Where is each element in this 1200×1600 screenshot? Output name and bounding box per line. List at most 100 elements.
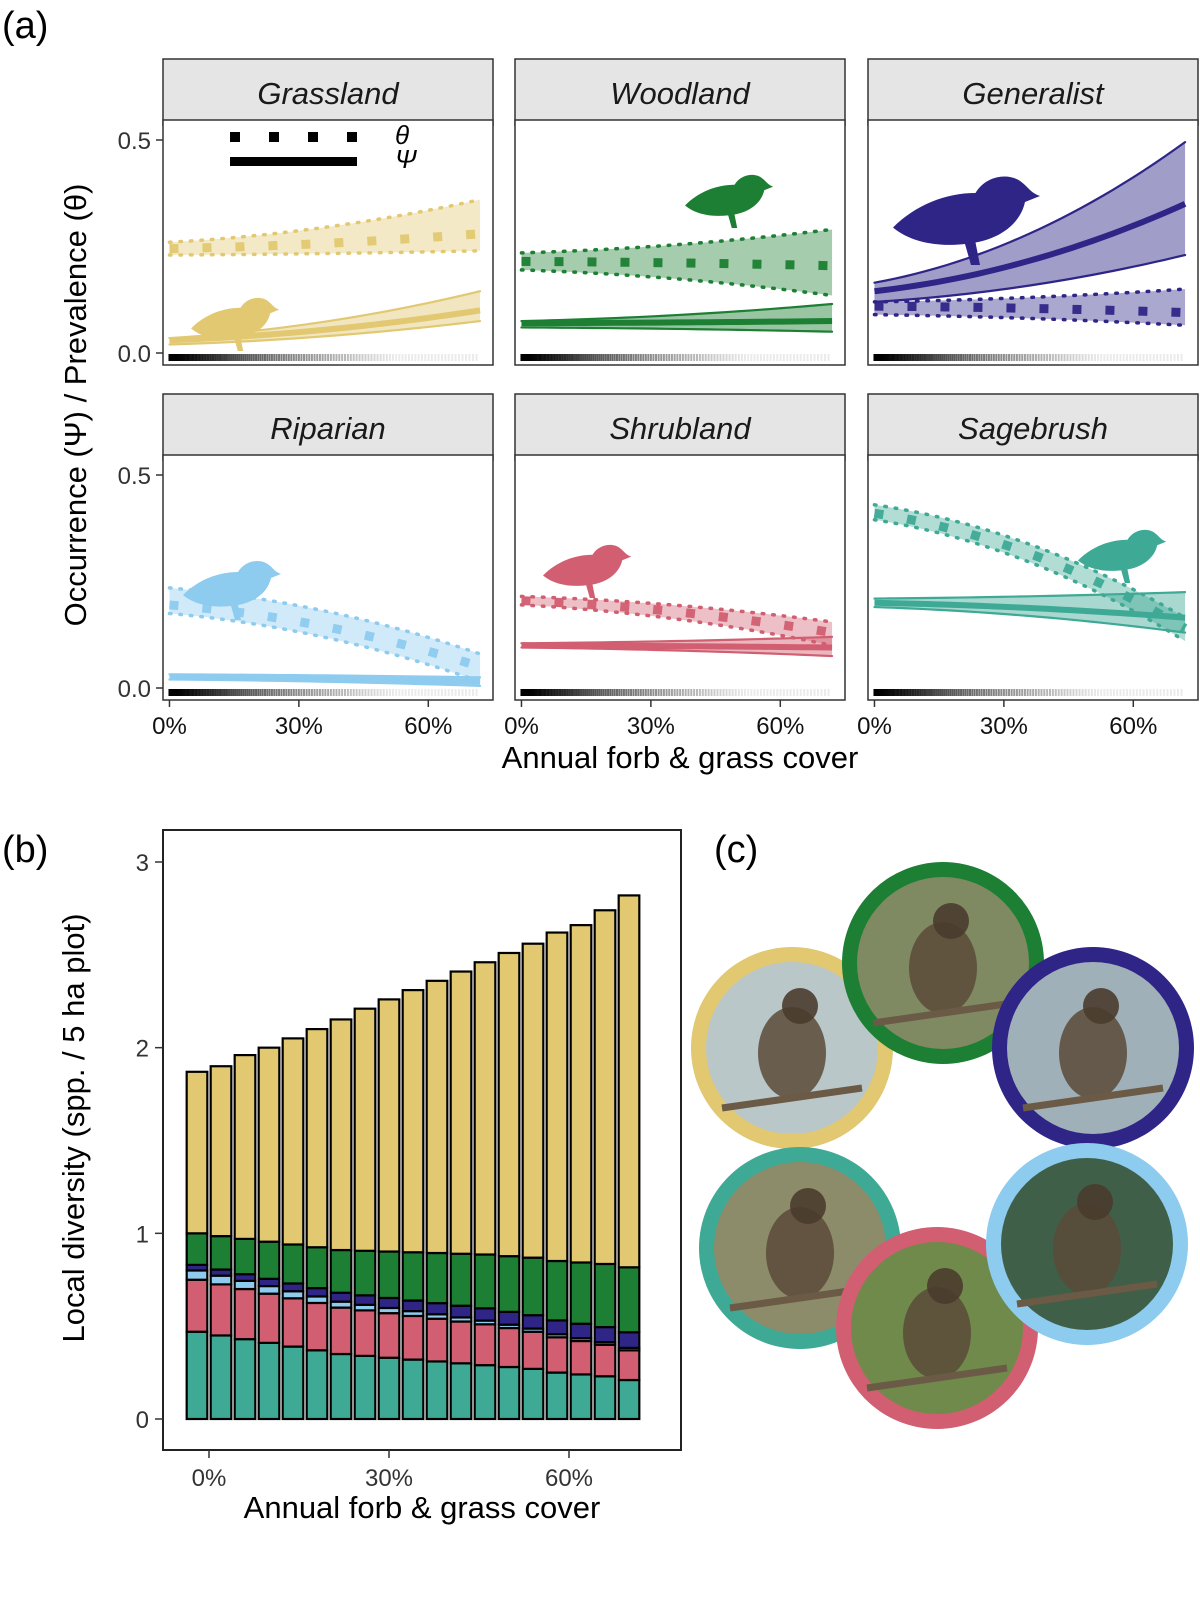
photo-wren xyxy=(842,862,1044,1064)
bar-segment-woodland xyxy=(401,1251,425,1302)
bird-body-generalist xyxy=(893,176,1040,265)
bird-silhouette-generalist xyxy=(893,176,1040,265)
photo-black-throated-sparrow xyxy=(836,1227,1038,1429)
bird-silhouette-grassland xyxy=(191,297,280,351)
bar-segment-woodland xyxy=(593,1262,617,1329)
photo-bird-head xyxy=(1083,988,1119,1024)
psi-bound-lo-grassland xyxy=(168,319,482,346)
x-tick-label: 30% xyxy=(275,713,323,740)
bar-segment-riparian xyxy=(233,1279,257,1291)
theta-bound-hi-generalist xyxy=(872,287,1187,304)
x-tick-label: 0% xyxy=(152,713,187,740)
photo-bird-body xyxy=(758,1007,826,1099)
bar-segment-shrubland xyxy=(521,1330,545,1370)
bar-segment-grassland xyxy=(617,894,641,1269)
bar-segment-shrubland xyxy=(545,1336,569,1374)
photo-bird-head xyxy=(790,1188,826,1224)
bar-segment-sagebrush xyxy=(569,1373,593,1421)
theta-ribbon-woodland xyxy=(521,229,833,296)
psi-bound-hi-woodland xyxy=(520,302,834,323)
legend-theta-mark xyxy=(269,132,279,142)
x-tick-label: 0% xyxy=(857,713,892,740)
bar-segment-grassland xyxy=(401,989,425,1254)
bar-segment-grassland xyxy=(281,1037,305,1246)
x-tick-label: 30% xyxy=(627,713,675,740)
facet-title-woodland: Woodland xyxy=(610,76,751,111)
bar-segment-shrubland xyxy=(257,1292,281,1344)
bar-segment-woodland xyxy=(257,1240,281,1280)
x-tick-label: 30% xyxy=(365,1465,413,1492)
y-tick-label: 0 xyxy=(136,1407,149,1434)
photo-bird-body xyxy=(1059,1007,1127,1099)
theta-bound-hi-grassland xyxy=(167,197,482,244)
bar-segment-grassland xyxy=(569,924,593,1264)
bar-segment-generalist xyxy=(545,1319,569,1336)
bar-segment-grassland xyxy=(209,1065,233,1238)
bar-segment-woodland xyxy=(305,1246,329,1290)
bar-segment-grassland xyxy=(449,970,473,1255)
bar-segment-shrubland xyxy=(329,1306,353,1356)
theta-bound-hi-sagebrush xyxy=(872,503,1187,620)
bar-segment-sagebrush xyxy=(185,1330,209,1421)
y-tick-label: 3 xyxy=(136,850,149,877)
photo-meadowlark xyxy=(691,947,893,1149)
bird-body-riparian xyxy=(183,560,281,620)
facet-title-riparian: Riparian xyxy=(270,411,385,446)
bar-segment-generalist xyxy=(617,1331,641,1349)
theta-bound-lo-grassland xyxy=(167,249,482,257)
x-tick-label: 0% xyxy=(504,713,539,740)
panel-label-c: (c) xyxy=(714,829,758,871)
bird-body-shrubland xyxy=(543,544,632,598)
bar-segment-grassland xyxy=(497,951,521,1258)
bar-segment-shrubland xyxy=(569,1339,593,1376)
bar-segment-sagebrush xyxy=(545,1371,569,1421)
psi-bound-hi-riparian xyxy=(168,673,482,679)
photo-branch xyxy=(721,1084,863,1112)
bar-segment-riparian xyxy=(209,1274,233,1286)
bar-segment-generalist xyxy=(377,1296,401,1310)
bar-segment-generalist xyxy=(353,1294,377,1306)
bar-segment-generalist xyxy=(473,1307,497,1322)
facet-strip-woodland xyxy=(514,58,846,126)
bird-silhouette-sagebrush xyxy=(1078,529,1167,583)
psi-mean-shrubland xyxy=(521,642,833,651)
bar-segment-grassland xyxy=(257,1046,281,1243)
bird-silhouette-shrubland xyxy=(543,544,632,598)
psi-bound-hi-sagebrush xyxy=(873,591,1187,600)
bar-segment-shrubland xyxy=(233,1287,257,1341)
facet-title-sagebrush: Sagebrush xyxy=(958,411,1108,446)
legend-theta-mark xyxy=(347,132,357,142)
panel-c-photo-collage xyxy=(691,862,1194,1429)
psi-mean-riparian xyxy=(169,674,481,685)
facet-strip-sagebrush xyxy=(867,393,1199,461)
facet-title-generalist: Generalist xyxy=(962,76,1105,111)
photo-bird-body xyxy=(1053,1203,1121,1295)
bar-segment-generalist xyxy=(569,1322,593,1340)
bar-segment-sagebrush xyxy=(497,1365,521,1421)
photo-chat xyxy=(986,1143,1188,1345)
bar-segment-generalist xyxy=(449,1304,473,1319)
legend-psi-mark xyxy=(230,157,357,166)
theta-ribbon-sagebrush xyxy=(874,504,1186,642)
bar-segment-woodland xyxy=(353,1249,377,1297)
bar-segment-shrubland xyxy=(425,1317,449,1363)
psi-bound-hi-generalist xyxy=(873,141,1187,284)
bar-segment-shrubland xyxy=(497,1326,521,1369)
bar-segment-generalist xyxy=(401,1299,425,1313)
panel-a-faceted-chart: Grassland 0.0 0.5 θΨ Woodland Generalist Ripar… xyxy=(118,58,1199,740)
facet-frame-sagebrush xyxy=(867,454,1199,701)
bar-segment-generalist xyxy=(497,1310,521,1326)
legend-theta-psi: θΨ xyxy=(230,120,417,174)
bar-segment-sagebrush xyxy=(305,1349,329,1421)
y-tick-label: 0.5 xyxy=(118,463,151,490)
bar-segment-sagebrush xyxy=(593,1375,617,1421)
bar-segment-sagebrush xyxy=(521,1367,545,1421)
bar-segment-woodland xyxy=(425,1251,449,1305)
theta-bound-hi-woodland xyxy=(519,227,834,255)
bar-segment-shrubland xyxy=(593,1343,617,1378)
facet-woodland: Woodland xyxy=(514,58,846,366)
theta-bound-lo-sagebrush xyxy=(872,517,1187,643)
bar-segment-generalist xyxy=(425,1302,449,1316)
